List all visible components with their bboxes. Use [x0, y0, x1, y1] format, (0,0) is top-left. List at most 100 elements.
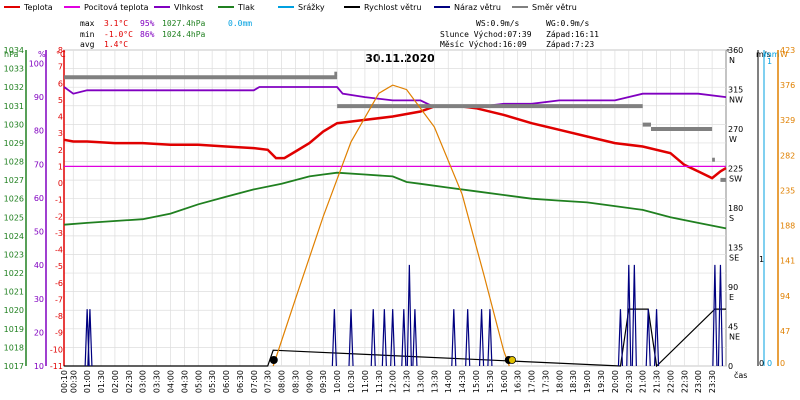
gust-spike — [87, 309, 93, 367]
x-tick-label: 13:30 — [430, 370, 439, 393]
tick-label-temp: 5 — [58, 96, 63, 105]
x-tick-label: 17:30 — [541, 370, 550, 393]
tick-label-temp: -1 — [55, 196, 63, 205]
unit-w: W — [780, 50, 788, 59]
tick-label-solar: 423 — [780, 46, 795, 55]
legend-label: Vlhkost — [174, 3, 203, 12]
tick-label-temp: -7 — [55, 295, 63, 304]
tick-label-hpa: 1032 — [4, 83, 24, 92]
tick-label-hpa: 1022 — [4, 269, 24, 278]
tick-label-pct: 90 — [34, 93, 44, 102]
tick-label-temp: 1 — [58, 162, 63, 171]
tick-label-solar: 235 — [780, 186, 795, 195]
legend-label: Srážky — [298, 3, 325, 12]
x-tick-label: 18:00 — [555, 370, 564, 393]
tick-label-hpa: 1019 — [4, 325, 24, 334]
gust-spike — [617, 309, 624, 367]
gust-spike — [626, 264, 632, 367]
tick-label-temp: 3 — [58, 129, 63, 138]
x-tick-label: 10:00 — [333, 370, 342, 393]
x-tick-label: 02:30 — [125, 370, 134, 393]
tick-label-hpa: 1030 — [4, 120, 24, 129]
tick-label-dir-compass: SE — [729, 254, 739, 263]
tick-label-hpa: 1020 — [4, 306, 24, 315]
stats-min-humidity: 86% — [140, 30, 155, 39]
left-axes: 1034103310321031103010291028102710261025… — [4, 46, 65, 371]
tick-label-hpa: 1017 — [4, 362, 24, 371]
series-line-vlhkost — [63, 86, 727, 108]
legend-label: Směr větru — [532, 3, 577, 12]
tick-label-speed: 1 — [759, 255, 764, 264]
x-tick-label: 09:00 — [305, 370, 314, 393]
tick-label-solar: 0 — [780, 359, 785, 368]
x-tick-label: 12:00 — [389, 370, 398, 393]
tick-label-temp: 4 — [58, 113, 63, 122]
x-tick-label: 01:00 — [83, 370, 92, 393]
legend-label: Tlak — [237, 3, 255, 12]
x-tick-label: 06:00 — [222, 370, 231, 393]
tick-label-solar: 141 — [780, 257, 795, 266]
stats-min-temp: -1.0°C — [104, 30, 133, 39]
tick-label-solar: 188 — [780, 222, 795, 231]
tick-label-temp: -3 — [55, 229, 63, 238]
unit-mm: mm — [764, 50, 780, 59]
tick-label-pct: 50 — [34, 228, 44, 237]
gust-spike — [487, 309, 493, 367]
gust-spike — [653, 309, 660, 367]
stats-avg-temp: 1.4°C — [104, 40, 128, 49]
gust-spike — [717, 264, 724, 367]
unit-time: čas — [734, 370, 747, 380]
x-tick-label: 00:10 — [60, 370, 69, 393]
gust-spike — [406, 264, 412, 367]
tick-label-speed: 0 — [767, 359, 772, 368]
tick-label-dir-compass: S — [729, 214, 734, 223]
stats-moon-rise: Měsíc Východ:16:09 — [440, 40, 527, 49]
x-tick-label: 05:30 — [208, 370, 217, 393]
tick-label-dir-compass: SW — [729, 175, 742, 184]
tick-label-hpa: 1024 — [4, 232, 24, 241]
tick-label-pct: 100 — [29, 59, 44, 68]
legend-label: Rychlost větru — [364, 3, 421, 12]
x-tick-label: 21:00 — [639, 370, 648, 393]
legend: Teplota Pocitová teplota Vlhkost Tlak Srážky… — [4, 3, 577, 12]
tick-label-hpa: 1029 — [4, 139, 24, 148]
tick-label-dir: 0 — [728, 362, 733, 371]
tick-label-dir: 360 — [728, 46, 743, 55]
x-tick-label: 07:30 — [264, 370, 273, 393]
tick-label-dir-compass: N — [729, 56, 735, 65]
x-tick-label: 23:00 — [694, 370, 703, 393]
tick-label-hpa: 1033 — [4, 65, 24, 74]
x-tick-label: 11:00 — [361, 370, 370, 393]
gust-spike — [390, 309, 396, 367]
tick-label-temp: 8 — [58, 46, 63, 55]
x-tick-label: 09:30 — [319, 370, 328, 393]
stats-max-temp: 3.1°C — [104, 19, 128, 28]
tick-label-pct: 60 — [34, 194, 44, 203]
x-tick-label: 00:30 — [69, 370, 78, 393]
tick-label-hpa: 1026 — [4, 195, 24, 204]
x-tick-label: 04:00 — [166, 370, 175, 393]
tick-label-temp: 7 — [58, 63, 63, 72]
tick-label-dir: 90 — [728, 283, 738, 292]
unit-pct: % — [38, 50, 46, 59]
series-line-teplota — [63, 105, 727, 180]
x-tick-label: 11:30 — [375, 370, 384, 393]
legend-label: Náraz větru — [454, 3, 501, 12]
tick-label-dir: 315 — [728, 86, 743, 95]
tick-label-dir: 225 — [728, 165, 743, 174]
stats-wind-gust: WG:0.9m/s — [546, 19, 590, 28]
x-tick-label: 14:00 — [444, 370, 453, 393]
x-tick-label: 06:30 — [236, 370, 245, 393]
tick-label-dir-compass: W — [729, 135, 737, 144]
x-tick-label: 15:30 — [486, 370, 495, 393]
tick-label-dir-compass: NE — [729, 333, 740, 342]
gust-spike — [401, 309, 407, 367]
x-tick-label: 17:00 — [528, 370, 537, 393]
tick-label-solar: 376 — [780, 81, 795, 90]
moon-marker — [508, 356, 516, 364]
gust-spike — [478, 309, 485, 367]
tick-label-temp: 2 — [58, 146, 63, 155]
tick-label-solar: 282 — [780, 151, 795, 160]
x-tick-label: 22:00 — [666, 370, 675, 393]
